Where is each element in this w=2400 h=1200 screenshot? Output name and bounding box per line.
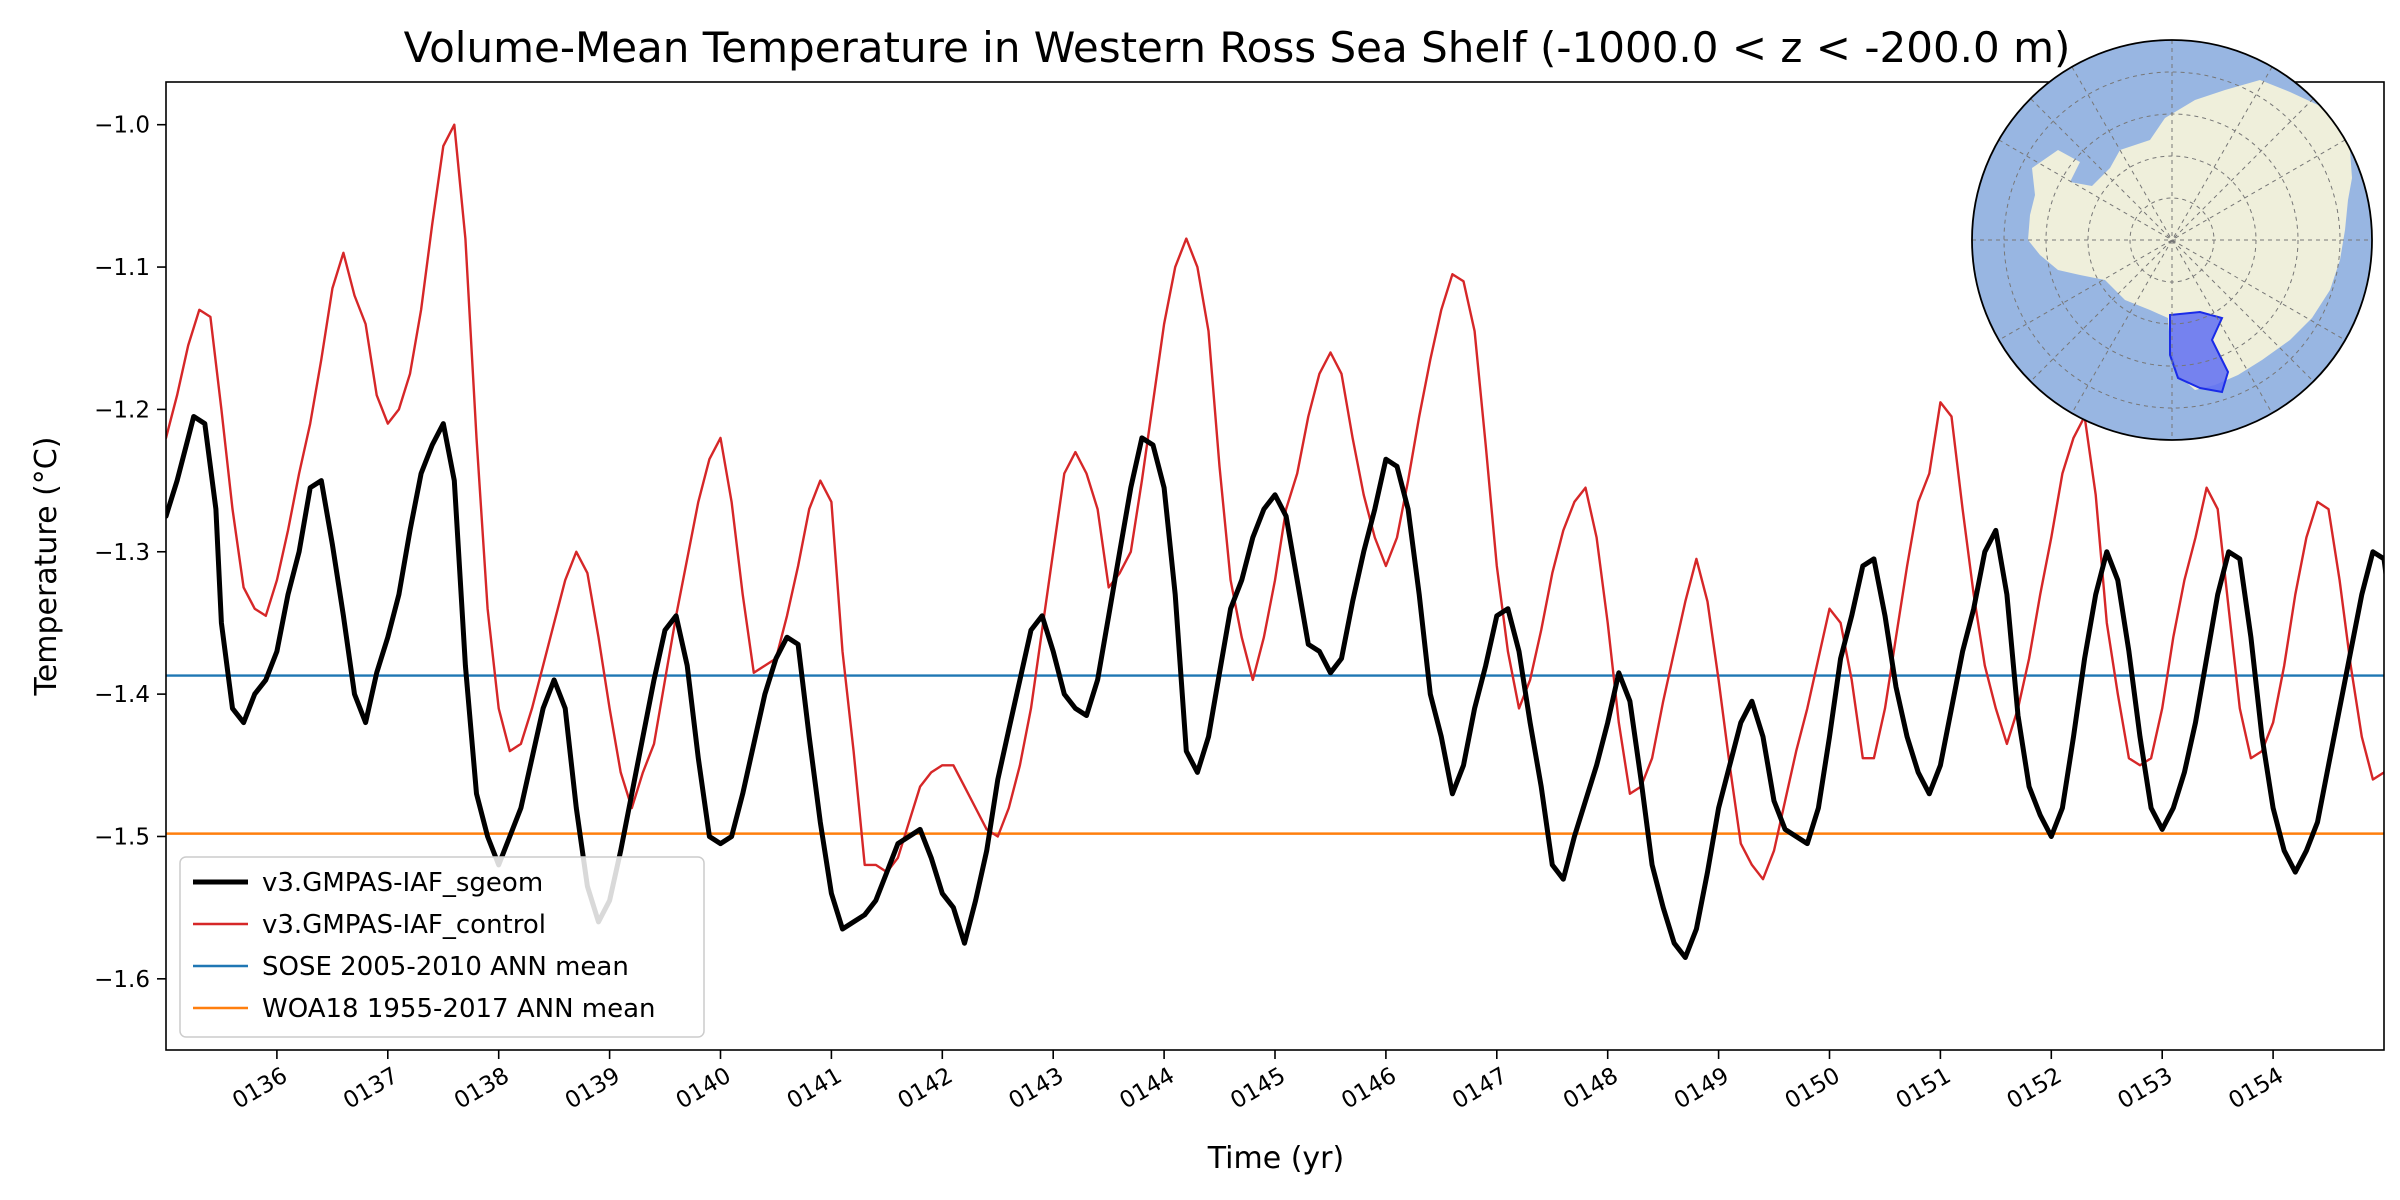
x-tick-label: 0151 <box>1892 1063 1956 1115</box>
legend-label-control: v3.GMPAS-IAF_control <box>262 910 546 940</box>
x-tick-label: 0142 <box>894 1063 958 1115</box>
x-tick-label: 0149 <box>1670 1063 1734 1115</box>
x-tick-label: 0150 <box>1781 1063 1845 1115</box>
chart-title: Volume-Mean Temperature in Western Ross … <box>404 23 2071 72</box>
graticule <box>1972 40 2372 440</box>
x-tick-label: 0141 <box>783 1063 847 1115</box>
x-tick-label: 0148 <box>1559 1063 1623 1115</box>
x-tick-label: 0145 <box>1226 1063 1290 1115</box>
x-tick-label: 0143 <box>1004 1063 1068 1115</box>
inset-map <box>1971 39 2373 441</box>
x-tick-label: 0144 <box>1115 1063 1179 1115</box>
x-tick-label: 0154 <box>2224 1063 2288 1115</box>
plot-area <box>166 123 2384 960</box>
x-tick-label: 0152 <box>2003 1063 2067 1115</box>
x-tick-label: 0136 <box>228 1063 292 1115</box>
x-axis: 0136 0137 0138 0139 0140 0141 0142 0143 0144 0145… <box>228 1050 2288 1114</box>
y-tick-label: −1.1 <box>94 255 150 281</box>
legend-label-sgeom: v3.GMPAS-IAF_sgeom <box>262 868 543 898</box>
plot-frame <box>165 81 2385 1051</box>
x-tick-label: 0147 <box>1448 1063 1512 1115</box>
x-tick-label: 0138 <box>450 1063 514 1115</box>
x-tick-label: 0153 <box>2113 1063 2177 1115</box>
x-tick-label: 0137 <box>339 1063 403 1115</box>
globe-outline <box>1971 39 2373 441</box>
legend: v3.GMPAS-IAF_sgeom v3.GMPAS-IAF_control SO… <box>179 856 705 1038</box>
y-tick-label: −1.0 <box>94 113 150 139</box>
series-line-control <box>166 123 2384 881</box>
y-tick-label: −1.5 <box>94 824 150 850</box>
legend-box <box>179 856 705 1038</box>
y-axis-label: Temperature (°C) <box>29 437 64 697</box>
x-tick-label: 0146 <box>1337 1063 1401 1115</box>
y-axis: −1.0 −1.1 −1.2 −1.3 −1.4 −1.5 −1.6 <box>94 113 166 993</box>
y-tick-label: −1.4 <box>94 682 150 708</box>
y-tick-label: −1.2 <box>94 397 150 423</box>
antarctica-landmass <box>2028 80 2352 390</box>
series-line-sgeom <box>166 414 2384 960</box>
x-tick-label: 0139 <box>561 1063 625 1115</box>
legend-label-woa18: WOA18 1955-2017 ANN mean <box>262 994 656 1024</box>
x-tick-label: 0140 <box>672 1063 736 1115</box>
legend-label-sose: SOSE 2005-2010 ANN mean <box>262 952 629 982</box>
ross-sea-region <box>2169 310 2230 394</box>
y-tick-label: −1.6 <box>94 967 150 993</box>
y-tick-label: −1.3 <box>94 540 150 566</box>
x-axis-label: Time (yr) <box>1207 1141 1344 1176</box>
